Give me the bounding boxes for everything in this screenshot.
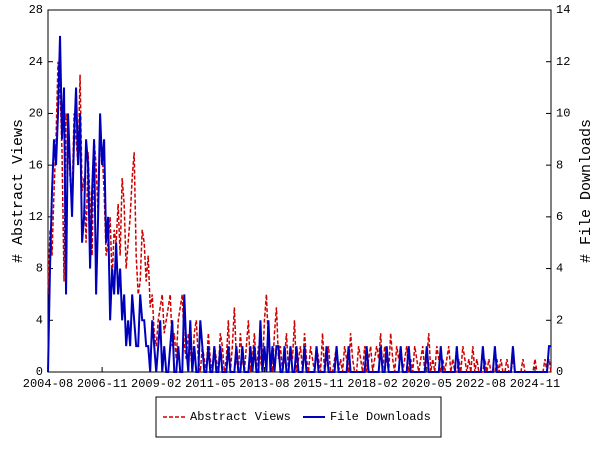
y-tick-label: 0 xyxy=(36,365,43,379)
x-tick-label: 2022-08 xyxy=(456,377,506,391)
y-tick-label: 16 xyxy=(29,158,43,172)
x-tick-label: 2006-11 xyxy=(77,377,127,391)
y-tick-label: 20 xyxy=(29,107,43,121)
x-tick-label: 2013-08 xyxy=(239,377,289,391)
x-tick-label: 2011-05 xyxy=(185,377,235,391)
series-line xyxy=(47,61,552,373)
y-tick-label: 28 xyxy=(29,3,43,17)
y-tick-label: 12 xyxy=(29,210,43,224)
y2-axis-label: # File Downloads xyxy=(578,119,595,263)
y2-tick-label: 0 xyxy=(556,365,563,379)
series-line xyxy=(47,35,551,373)
y2-tick-label: 12 xyxy=(556,55,570,69)
plot-frame xyxy=(47,9,552,373)
y-tick-label: 24 xyxy=(29,55,43,69)
y2-tick-label: 8 xyxy=(556,158,563,172)
x-tick-label: 2004-08 xyxy=(23,377,73,391)
y2-tick-label: 14 xyxy=(556,3,570,17)
x-tick-label: 2015-11 xyxy=(293,377,343,391)
x-tick-label: 2018-02 xyxy=(347,377,397,391)
legend-label: Abstract Views xyxy=(190,410,291,424)
y2-tick-label: 2 xyxy=(556,313,563,327)
y2-tick-label: 6 xyxy=(556,210,563,224)
y-tick-label: 8 xyxy=(36,262,43,276)
legend-label: File Downloads xyxy=(330,410,431,424)
x-tick-label: 2020-05 xyxy=(402,377,452,391)
y-tick-label: 4 xyxy=(36,313,43,327)
x-tick-label: 2024-11 xyxy=(510,377,560,391)
legend-box xyxy=(155,396,442,438)
y2-tick-label: 4 xyxy=(556,262,563,276)
y-axis-label: # Abstract Views xyxy=(10,119,27,263)
x-tick-label: 2009-02 xyxy=(131,377,181,391)
y2-tick-label: 10 xyxy=(556,107,570,121)
